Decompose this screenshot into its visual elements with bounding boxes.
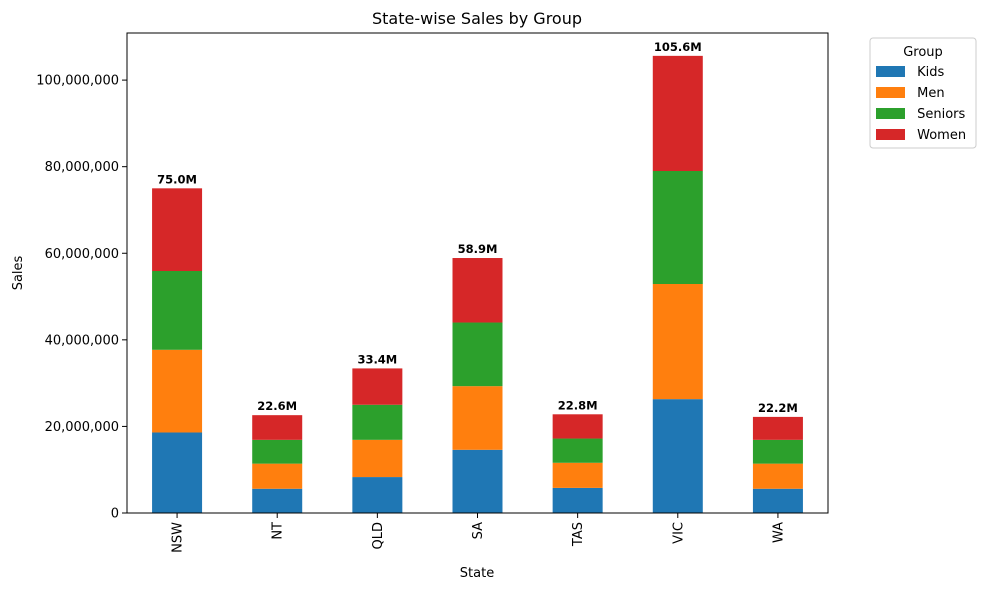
bar-vic-women xyxy=(652,55,703,172)
chart-title: State-wise Sales by Group xyxy=(372,9,582,28)
bar-tas-men xyxy=(552,462,603,488)
total-label-nsw: 75.0M xyxy=(157,172,197,186)
total-label-vic: 105.6M xyxy=(654,40,702,54)
bar-vic-men xyxy=(652,283,703,400)
bar-tas-kids xyxy=(552,487,603,513)
bar-wa-men xyxy=(752,463,803,489)
bar-qld-men xyxy=(352,439,403,478)
legend-label-seniors: Seniors xyxy=(913,107,966,122)
y-tick-label: 0 xyxy=(111,507,119,522)
y-axis-label: Sales xyxy=(11,255,26,290)
bar-nsw-kids xyxy=(152,432,203,513)
bar-wa-women xyxy=(752,416,803,440)
x-tick-label-qld: QLD xyxy=(371,522,386,550)
y-tick-label: 100,000,000 xyxy=(36,74,119,89)
bar-nt-women xyxy=(252,415,303,440)
legend-label-men: Men xyxy=(913,86,945,101)
legend: Group Kids Men Seniors Women xyxy=(869,37,977,149)
bar-wa-kids xyxy=(752,488,803,513)
bar-nt-men xyxy=(252,463,303,489)
bar-sa-seniors xyxy=(452,322,503,387)
bar-sa-men xyxy=(452,386,503,450)
legend-title: Group xyxy=(903,45,943,60)
bar-nt-seniors xyxy=(252,439,303,464)
total-label-tas: 22.8M xyxy=(558,398,598,412)
x-tick-label-tas: TAS xyxy=(571,522,586,547)
total-label-wa: 22.2M xyxy=(758,401,798,415)
x-tick-label-sa: SA xyxy=(471,522,486,539)
legend-swatch-seniors xyxy=(876,108,905,119)
bar-sa-kids xyxy=(452,449,503,513)
legend-frame xyxy=(869,37,977,149)
total-label-nt: 22.6M xyxy=(257,399,297,413)
bar-tas-seniors xyxy=(552,438,603,463)
bar-qld-women xyxy=(352,368,403,405)
y-axis: 0 20,000,000 40,000,000 60,000,000 80,000,00… xyxy=(36,74,127,522)
y-tick-label: 40,000,000 xyxy=(45,333,119,348)
x-tick-label-nt: NT xyxy=(271,522,286,540)
bar-qld-seniors xyxy=(352,404,403,440)
x-tick-label-wa: WA xyxy=(771,522,786,543)
bar-sa-women xyxy=(452,258,503,323)
legend-label-kids: Kids xyxy=(913,65,945,80)
bar-nsw-men xyxy=(152,349,203,433)
bar-nsw-seniors xyxy=(152,271,203,350)
legend-swatch-kids xyxy=(876,66,905,77)
bar-wa-seniors xyxy=(752,439,803,464)
x-tick-label-vic: VIC xyxy=(671,522,686,544)
legend-swatch-men xyxy=(876,87,905,98)
bar-tas-women xyxy=(552,414,603,439)
y-tick-label: 80,000,000 xyxy=(45,160,119,175)
total-label-qld: 33.4M xyxy=(357,352,397,366)
bar-vic-seniors xyxy=(652,171,703,284)
bar-qld-kids xyxy=(352,477,403,513)
bar-nsw-women xyxy=(152,188,203,272)
x-axis: NSW NT QLD SA TAS VIC WA xyxy=(171,513,786,553)
plot-area: 75.0M 22.6M 33.4M 58.9M 22.8M 105.6M 22.2M xyxy=(152,40,803,513)
bar-vic-kids xyxy=(652,399,703,513)
y-tick-label: 20,000,000 xyxy=(45,420,119,435)
x-axis-label: State xyxy=(460,566,494,581)
legend-swatch-women xyxy=(876,129,905,140)
total-label-sa: 58.9M xyxy=(458,242,498,256)
legend-label-women: Women xyxy=(913,128,966,143)
bar-nt-kids xyxy=(252,488,303,513)
x-tick-label-nsw: NSW xyxy=(171,522,186,553)
y-tick-label: 60,000,000 xyxy=(45,247,119,262)
